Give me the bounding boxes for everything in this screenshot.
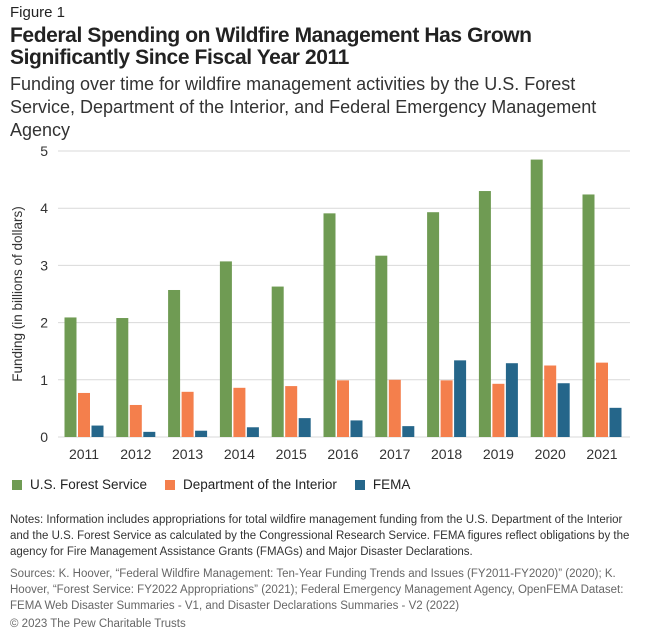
bar-u-s-forest-service-2018 — [427, 212, 440, 437]
x-tick-label: 2021 — [586, 446, 617, 462]
sources: Sources: K. Hoover, “Federal Wildfire Ma… — [10, 568, 624, 612]
x-tick-label: 2012 — [120, 446, 151, 462]
x-tick-label: 2011 — [69, 446, 99, 462]
y-tick-label: 2 — [40, 315, 48, 331]
bar-u-s-forest-service-2014 — [219, 261, 232, 437]
legend-swatch — [354, 479, 365, 490]
legend-swatch — [12, 479, 22, 490]
bar-u-s-forest-service-2016 — [323, 213, 336, 437]
bar-chart: 0 1 2 3 4 5 Funding (in billions of dollars) 20… — [10, 143, 630, 462]
y-tick-label: 1 — [40, 372, 48, 388]
bar-department-of-the-interior-2012 — [129, 404, 142, 437]
x-tick-label: 2013 — [172, 446, 203, 462]
x-tick-label: 2017 — [379, 446, 410, 462]
bar-u-s-forest-service-2017 — [375, 255, 388, 437]
bar-department-of-the-interior-2015 — [285, 386, 298, 437]
bar-fema-2016 — [350, 420, 363, 437]
y-tick-label: 4 — [40, 200, 48, 216]
bar-department-of-the-interior-2018 — [440, 380, 453, 437]
x-tick-label: 2014 — [224, 446, 255, 462]
bar-fema-2020 — [557, 383, 570, 437]
figure-label: Figure 1 — [10, 4, 66, 21]
bar-department-of-the-interior-2016 — [337, 380, 349, 437]
bar-fema-2013 — [195, 430, 208, 437]
notes: Notes: Information includes appropriatio… — [10, 514, 630, 558]
legend-item: Department of the Interior — [165, 477, 337, 492]
y-axis-label: Funding (in billions of dollars) — [10, 206, 25, 382]
bar-department-of-the-interior-2020 — [544, 365, 557, 437]
bar-u-s-forest-service-2012 — [116, 318, 129, 437]
x-tick-label: 2015 — [276, 446, 307, 462]
bar-department-of-the-interior-2013 — [181, 391, 194, 437]
x-tick-label: 2016 — [327, 446, 358, 462]
y-tick-label: 3 — [40, 257, 48, 273]
legend-item: U.S. Forest Service — [12, 477, 147, 492]
bar-fema-2021 — [609, 407, 622, 437]
bar-fema-2018 — [454, 360, 467, 437]
legend-swatch — [165, 479, 176, 490]
y-tick-label: 0 — [40, 429, 48, 445]
copyright: © 2023 The Pew Charitable Trusts — [10, 618, 186, 630]
legend: U.S. Forest Service Department of the Int… — [12, 477, 410, 492]
bar-fema-2014 — [246, 427, 259, 437]
legend-label: U.S. Forest Service — [30, 477, 148, 492]
bar-department-of-the-interior-2019 — [492, 383, 505, 437]
bar-u-s-forest-service-2019 — [478, 191, 491, 437]
legend-label: FEMA — [372, 477, 411, 492]
bar-u-s-forest-service-2021 — [582, 194, 595, 437]
x-tick-label: 2019 — [483, 446, 514, 462]
bar-department-of-the-interior-2021 — [596, 362, 608, 437]
x-tick-label: 2018 — [431, 446, 462, 462]
x-tick-label: 2020 — [535, 446, 566, 462]
bar-fema-2015 — [298, 418, 311, 437]
bar-fema-2011 — [91, 425, 104, 437]
bar-u-s-forest-service-2011 — [64, 317, 77, 437]
y-tick-label: 5 — [40, 143, 48, 159]
chart-subtitle: Funding over time for wildfire managemen… — [10, 74, 597, 140]
bar-u-s-forest-service-2020 — [530, 159, 543, 437]
bar-fema-2019 — [505, 363, 518, 437]
chart-title: Federal Spending on Wildfire Management … — [10, 24, 532, 69]
bar-department-of-the-interior-2017 — [388, 379, 401, 437]
bar-fema-2012 — [143, 431, 156, 437]
bar-department-of-the-interior-2011 — [78, 392, 90, 437]
bar-department-of-the-interior-2014 — [233, 387, 246, 437]
legend-label: Department of the Interior — [183, 477, 337, 492]
bar-u-s-forest-service-2013 — [168, 289, 181, 437]
bar-fema-2017 — [402, 426, 415, 437]
legend-item: FEMA — [354, 477, 411, 492]
bar-u-s-forest-service-2015 — [271, 286, 284, 437]
